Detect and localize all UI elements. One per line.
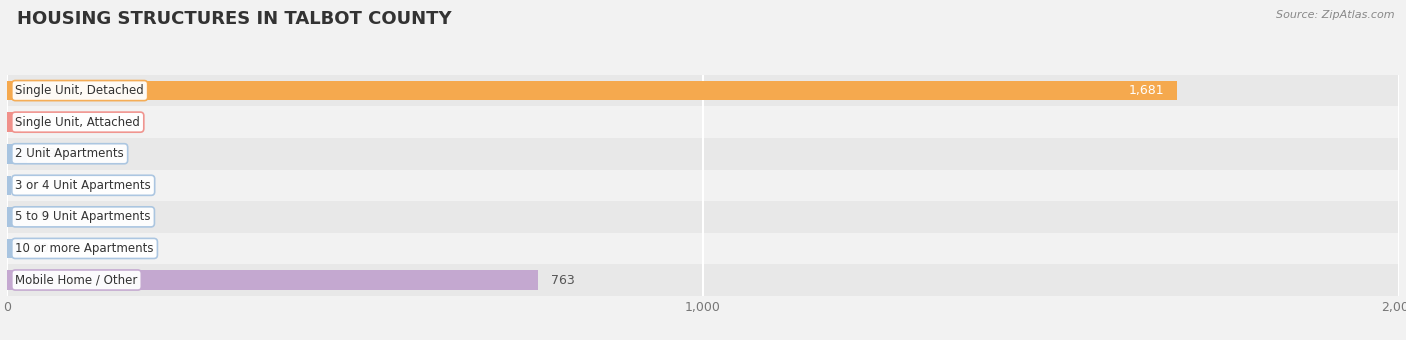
Text: 20: 20: [34, 242, 49, 255]
Bar: [7, 144, 27, 164]
Text: 10 or more Apartments: 10 or more Apartments: [15, 242, 153, 255]
Text: 2 Unit Apartments: 2 Unit Apartments: [15, 147, 124, 160]
Bar: [7, 81, 1177, 100]
Bar: [7, 239, 21, 258]
Bar: [7, 175, 11, 195]
Text: Single Unit, Attached: Single Unit, Attached: [15, 116, 141, 129]
Text: Source: ZipAtlas.com: Source: ZipAtlas.com: [1277, 10, 1395, 20]
Bar: [7, 75, 1399, 106]
Bar: [7, 233, 1399, 264]
Bar: [7, 270, 538, 290]
Text: HOUSING STRUCTURES IN TALBOT COUNTY: HOUSING STRUCTURES IN TALBOT COUNTY: [17, 10, 451, 28]
Text: 6: 6: [24, 179, 31, 192]
Bar: [7, 106, 1399, 138]
Bar: [7, 170, 1399, 201]
Text: 5 to 9 Unit Apartments: 5 to 9 Unit Apartments: [15, 210, 150, 223]
Bar: [7, 201, 1399, 233]
Bar: [7, 138, 1399, 170]
Text: Single Unit, Detached: Single Unit, Detached: [15, 84, 145, 97]
Bar: [7, 264, 1399, 296]
Text: 1,681: 1,681: [1129, 84, 1164, 97]
Text: 29: 29: [39, 147, 55, 160]
Text: 3 or 4 Unit Apartments: 3 or 4 Unit Apartments: [15, 179, 150, 192]
Bar: [7, 113, 21, 132]
Bar: [7, 207, 20, 227]
Text: 19: 19: [32, 210, 49, 223]
Text: 763: 763: [551, 273, 574, 287]
Text: Mobile Home / Other: Mobile Home / Other: [15, 273, 138, 287]
Text: 20: 20: [34, 116, 49, 129]
